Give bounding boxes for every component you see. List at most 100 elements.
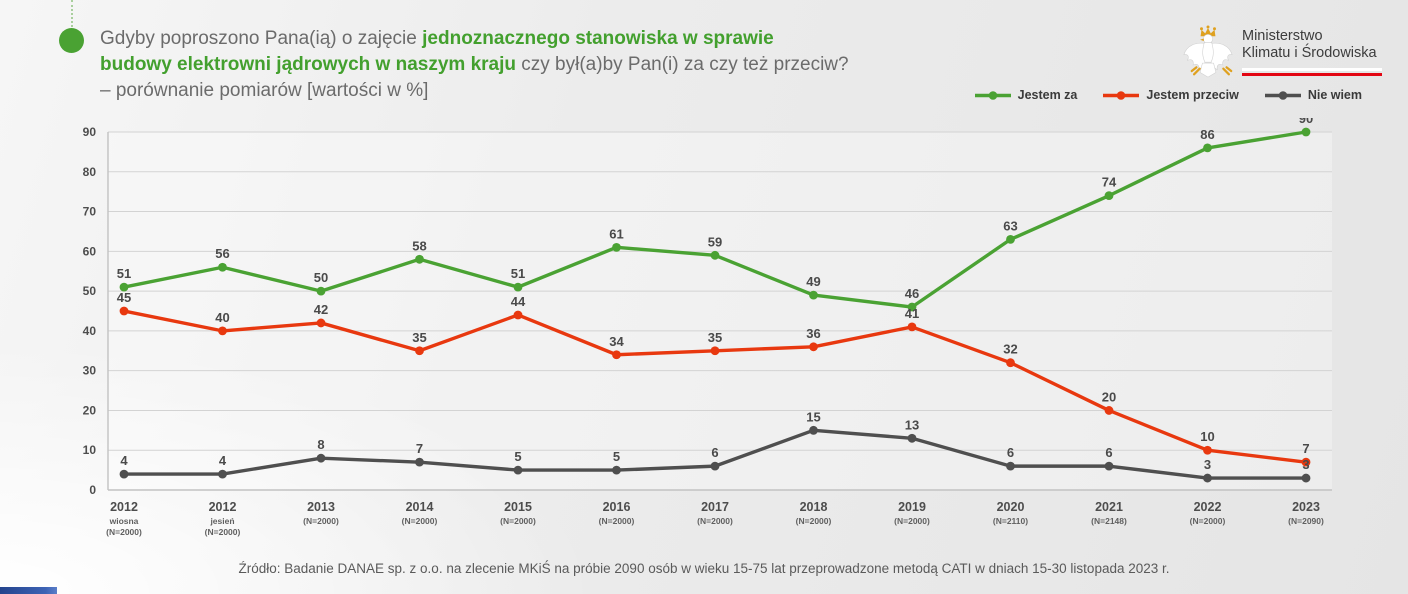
data-value-label-jestem-za: 49: [806, 274, 820, 289]
x-axis-sub-label: (N=2000): [697, 516, 733, 526]
x-axis-tick-label: 2012: [209, 500, 237, 514]
x-axis-sub-label: jesień: [209, 516, 234, 526]
legend-label: Nie wiem: [1307, 88, 1362, 102]
data-value-label-nie-wiem: 4: [120, 453, 128, 468]
y-axis-tick-label: 40: [83, 324, 97, 338]
x-axis-sub-label: (N=2148): [1091, 516, 1127, 526]
title-text: – porównanie pomiarów [wartości w %]: [100, 80, 429, 101]
title-pin-dotted-line: [71, 0, 73, 27]
data-value-label-jestem-za: 50: [314, 270, 328, 285]
data-point-nie-wiem: [1104, 461, 1114, 471]
flag-stripes: [1242, 68, 1382, 76]
y-axis-tick-label: 10: [83, 443, 97, 457]
title-line-2: budowy elektrowni jądrowych w naszym kra…: [100, 52, 849, 78]
data-value-label-jestem-za: 86: [1200, 127, 1214, 142]
line-chart: 0102030405060708090515650585161594946637…: [83, 111, 1332, 537]
footer-accent-bar: [0, 587, 57, 594]
x-axis-tick-label: 2013: [307, 500, 335, 514]
data-value-label-jestem-przeciw: 36: [806, 326, 820, 341]
data-point-jestem-za: [119, 282, 129, 292]
data-point-nie-wiem: [316, 453, 326, 463]
data-point-jestem-za: [1104, 191, 1114, 201]
chart-area: 0 10 20 30 40 50 60 70 80 90 51 56 50 58 51 61 59 49 46 63 7…: [58, 111, 1406, 551]
data-point-nie-wiem: [907, 433, 917, 443]
data-value-label-jestem-przeciw: 10: [1200, 429, 1214, 444]
x-axis-sub-label: (N=2000): [894, 516, 930, 526]
data-point-nie-wiem: [1006, 461, 1015, 471]
data-point-jestem-przeciw: [1203, 445, 1212, 455]
x-axis-sub-label: (N=2090): [1288, 516, 1324, 526]
x-axis-tick-label: 2016: [603, 500, 631, 514]
data-point-jestem-przeciw: [612, 350, 621, 360]
ministry-name: Ministerstwo Klimatu i Środowiska: [1242, 22, 1382, 76]
data-point-nie-wiem: [513, 465, 523, 475]
title-text-highlight: budowy elektrowni jądrowych w naszym kra…: [100, 54, 516, 75]
data-value-label-jestem-przeciw: 41: [905, 306, 919, 321]
data-point-nie-wiem: [1301, 473, 1311, 483]
data-value-label-jestem-przeciw: 45: [117, 290, 131, 305]
title-text-highlight: jednoznacznego stanowiska w sprawie: [422, 28, 774, 49]
data-value-label-jestem-za: 59: [708, 234, 722, 249]
data-value-label-nie-wiem: 4: [219, 453, 227, 468]
page-title: Gdyby poproszono Pana(ią) o zajęcie jedn…: [100, 26, 849, 104]
x-axis-sub-label: (N=2000): [1190, 516, 1226, 526]
y-axis-tick-label: 60: [83, 244, 97, 258]
flag-stripe-red: [1242, 73, 1382, 76]
x-axis-sub-label: (N=2000): [796, 516, 832, 526]
data-point-jestem-za: [1203, 143, 1212, 153]
x-axis-tick-label: 2018: [800, 500, 828, 514]
data-value-label-jestem-za: 61: [609, 226, 623, 241]
data-point-jestem-przeciw: [316, 318, 326, 328]
legend-label: Jestem za: [1017, 88, 1078, 102]
data-value-label-jestem-za: 46: [905, 286, 919, 301]
data-point-jestem-przeciw: [1301, 457, 1311, 467]
x-axis-tick-label: 2014: [406, 500, 434, 514]
data-value-label-jestem-przeciw: 7: [1302, 441, 1309, 456]
data-value-label-jestem-za: 51: [117, 266, 131, 281]
data-point-jestem-za: [316, 286, 326, 296]
data-value-label-nie-wiem: 3: [1302, 457, 1309, 472]
data-point-jestem-za: [1301, 127, 1311, 137]
data-point-jestem-przeciw: [809, 342, 818, 352]
data-value-label-jestem-przeciw: 35: [412, 330, 426, 345]
data-point-nie-wiem: [710, 461, 720, 471]
data-point-nie-wiem: [809, 425, 818, 435]
legend-label: Jestem przeciw: [1146, 88, 1239, 102]
data-point-jestem-przeciw: [1104, 406, 1114, 415]
data-value-label-jestem-za: 74: [1102, 175, 1117, 190]
x-axis-tick-label: 2017: [701, 500, 729, 514]
legend-item-nie-wiem: Nie wiem: [1264, 88, 1362, 102]
data-value-label-jestem-za: 58: [412, 238, 426, 253]
data-value-label-jestem-za: 90: [1299, 118, 1313, 126]
x-axis-tick-label: 2019: [898, 500, 926, 514]
x-axis-sub-label: (N=2110): [993, 516, 1028, 526]
title-line-3: – porównanie pomiarów [wartości w %]: [100, 78, 849, 104]
ministry-name-line2: Klimatu i Środowiska: [1242, 45, 1377, 61]
data-point-nie-wiem: [1203, 473, 1212, 483]
x-axis-sub-label: (N=2000): [402, 516, 438, 526]
data-value-label-nie-wiem: 6: [1007, 445, 1014, 460]
chart-legend: Jestem za Jestem przeciw Nie wiem: [974, 88, 1362, 102]
data-value-label-jestem-przeciw: 44: [511, 294, 526, 309]
flag-stripe-white: [1242, 68, 1382, 71]
x-axis-tick-label: 2015: [504, 500, 532, 514]
data-value-label-nie-wiem: 3: [1204, 457, 1211, 472]
data-point-jestem-za: [415, 254, 424, 264]
legend-marker-icon: [974, 90, 1011, 100]
data-point-jestem-za: [513, 282, 523, 292]
data-point-jestem-przeciw: [907, 322, 917, 332]
x-axis-sub-label: (N=2000): [500, 516, 536, 526]
x-axis-tick-label: 2021: [1095, 500, 1123, 514]
data-point-jestem-przeciw: [513, 310, 523, 320]
data-point-jestem-za: [218, 262, 227, 272]
y-axis-tick-label: 0: [89, 483, 96, 497]
y-axis-tick-label: 90: [83, 125, 97, 139]
data-point-jestem-za: [809, 290, 818, 300]
data-value-label-nie-wiem: 5: [613, 449, 620, 464]
data-value-label-jestem-przeciw: 20: [1102, 389, 1116, 404]
data-value-label-jestem-przeciw: 32: [1003, 342, 1017, 357]
x-axis-tick-label: 2023: [1292, 500, 1320, 514]
data-point-jestem-za: [710, 250, 720, 260]
plot-area: [108, 132, 1332, 490]
title-bullet-icon: [59, 28, 84, 53]
